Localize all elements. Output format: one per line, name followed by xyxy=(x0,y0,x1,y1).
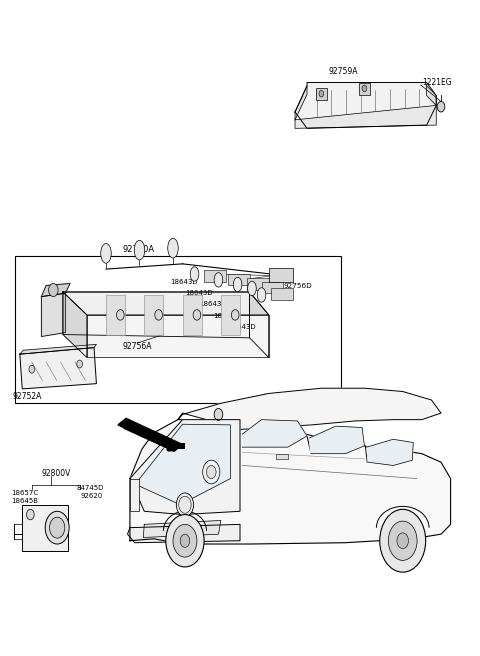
Polygon shape xyxy=(41,293,65,337)
Circle shape xyxy=(362,85,367,92)
Text: 18643D: 18643D xyxy=(199,302,227,308)
Circle shape xyxy=(231,310,239,320)
Text: 92750A: 92750A xyxy=(123,245,155,254)
Circle shape xyxy=(380,509,426,572)
Circle shape xyxy=(29,365,35,373)
Circle shape xyxy=(77,360,83,368)
Bar xyxy=(316,89,327,100)
Ellipse shape xyxy=(190,267,199,281)
Polygon shape xyxy=(41,283,70,297)
Ellipse shape xyxy=(134,240,145,260)
Polygon shape xyxy=(295,83,436,129)
Ellipse shape xyxy=(101,243,111,263)
Circle shape xyxy=(180,534,190,547)
Polygon shape xyxy=(130,420,240,514)
Polygon shape xyxy=(20,344,96,354)
Text: 18643D: 18643D xyxy=(214,312,241,319)
Polygon shape xyxy=(63,292,250,338)
Bar xyxy=(221,295,240,335)
Polygon shape xyxy=(427,86,436,106)
Circle shape xyxy=(155,310,162,320)
Polygon shape xyxy=(250,292,269,358)
Ellipse shape xyxy=(233,277,242,292)
Circle shape xyxy=(319,91,324,97)
Bar xyxy=(247,278,269,290)
Bar xyxy=(144,295,163,335)
Text: 92620: 92620 xyxy=(81,493,103,499)
Circle shape xyxy=(48,283,58,297)
Circle shape xyxy=(388,521,417,560)
Circle shape xyxy=(193,310,201,320)
Ellipse shape xyxy=(168,238,178,258)
Text: 1221EG: 1221EG xyxy=(422,78,452,87)
Circle shape xyxy=(206,466,216,479)
Circle shape xyxy=(26,509,34,520)
Text: 92756A: 92756A xyxy=(123,342,152,351)
Bar xyxy=(262,281,283,293)
Polygon shape xyxy=(295,86,307,120)
Circle shape xyxy=(176,493,193,516)
Polygon shape xyxy=(20,348,96,389)
Circle shape xyxy=(166,514,204,567)
Circle shape xyxy=(437,102,445,112)
Polygon shape xyxy=(137,424,230,504)
Bar xyxy=(228,274,250,285)
Polygon shape xyxy=(367,440,413,466)
Circle shape xyxy=(117,310,124,320)
Bar xyxy=(130,479,140,511)
Bar xyxy=(106,295,125,335)
Polygon shape xyxy=(295,106,436,129)
Text: 18643D: 18643D xyxy=(170,279,198,285)
Bar xyxy=(276,454,288,459)
Polygon shape xyxy=(130,420,451,544)
Polygon shape xyxy=(310,426,364,454)
Text: 84745D: 84745D xyxy=(76,485,104,491)
Circle shape xyxy=(203,461,220,483)
Polygon shape xyxy=(63,292,87,358)
Text: 18645B: 18645B xyxy=(11,498,38,504)
Ellipse shape xyxy=(257,288,266,302)
Ellipse shape xyxy=(248,281,256,296)
Polygon shape xyxy=(118,419,182,451)
Polygon shape xyxy=(242,420,307,447)
Text: 92759A: 92759A xyxy=(328,67,358,76)
Bar xyxy=(359,83,370,95)
Circle shape xyxy=(49,517,65,538)
Circle shape xyxy=(179,496,191,513)
Text: 92756D: 92756D xyxy=(283,283,312,289)
Circle shape xyxy=(397,533,408,548)
Bar xyxy=(177,443,185,449)
Bar xyxy=(22,504,68,550)
Circle shape xyxy=(45,511,69,544)
Circle shape xyxy=(214,409,223,420)
Text: 18643D: 18643D xyxy=(185,291,213,297)
Text: 18643D: 18643D xyxy=(228,323,256,330)
Circle shape xyxy=(173,524,197,557)
Bar xyxy=(269,268,293,282)
Polygon shape xyxy=(144,520,221,537)
Polygon shape xyxy=(178,388,441,430)
Ellipse shape xyxy=(214,273,223,287)
Bar xyxy=(271,288,293,300)
Bar xyxy=(182,295,202,335)
Text: 18657C: 18657C xyxy=(11,490,38,496)
Text: 92800V: 92800V xyxy=(41,469,71,478)
Polygon shape xyxy=(87,315,269,358)
Text: 1125GA: 1125GA xyxy=(224,410,254,419)
Text: 92752A: 92752A xyxy=(12,392,42,401)
Polygon shape xyxy=(128,524,240,543)
Bar xyxy=(204,270,226,282)
Polygon shape xyxy=(63,292,269,315)
Bar xyxy=(15,256,340,403)
